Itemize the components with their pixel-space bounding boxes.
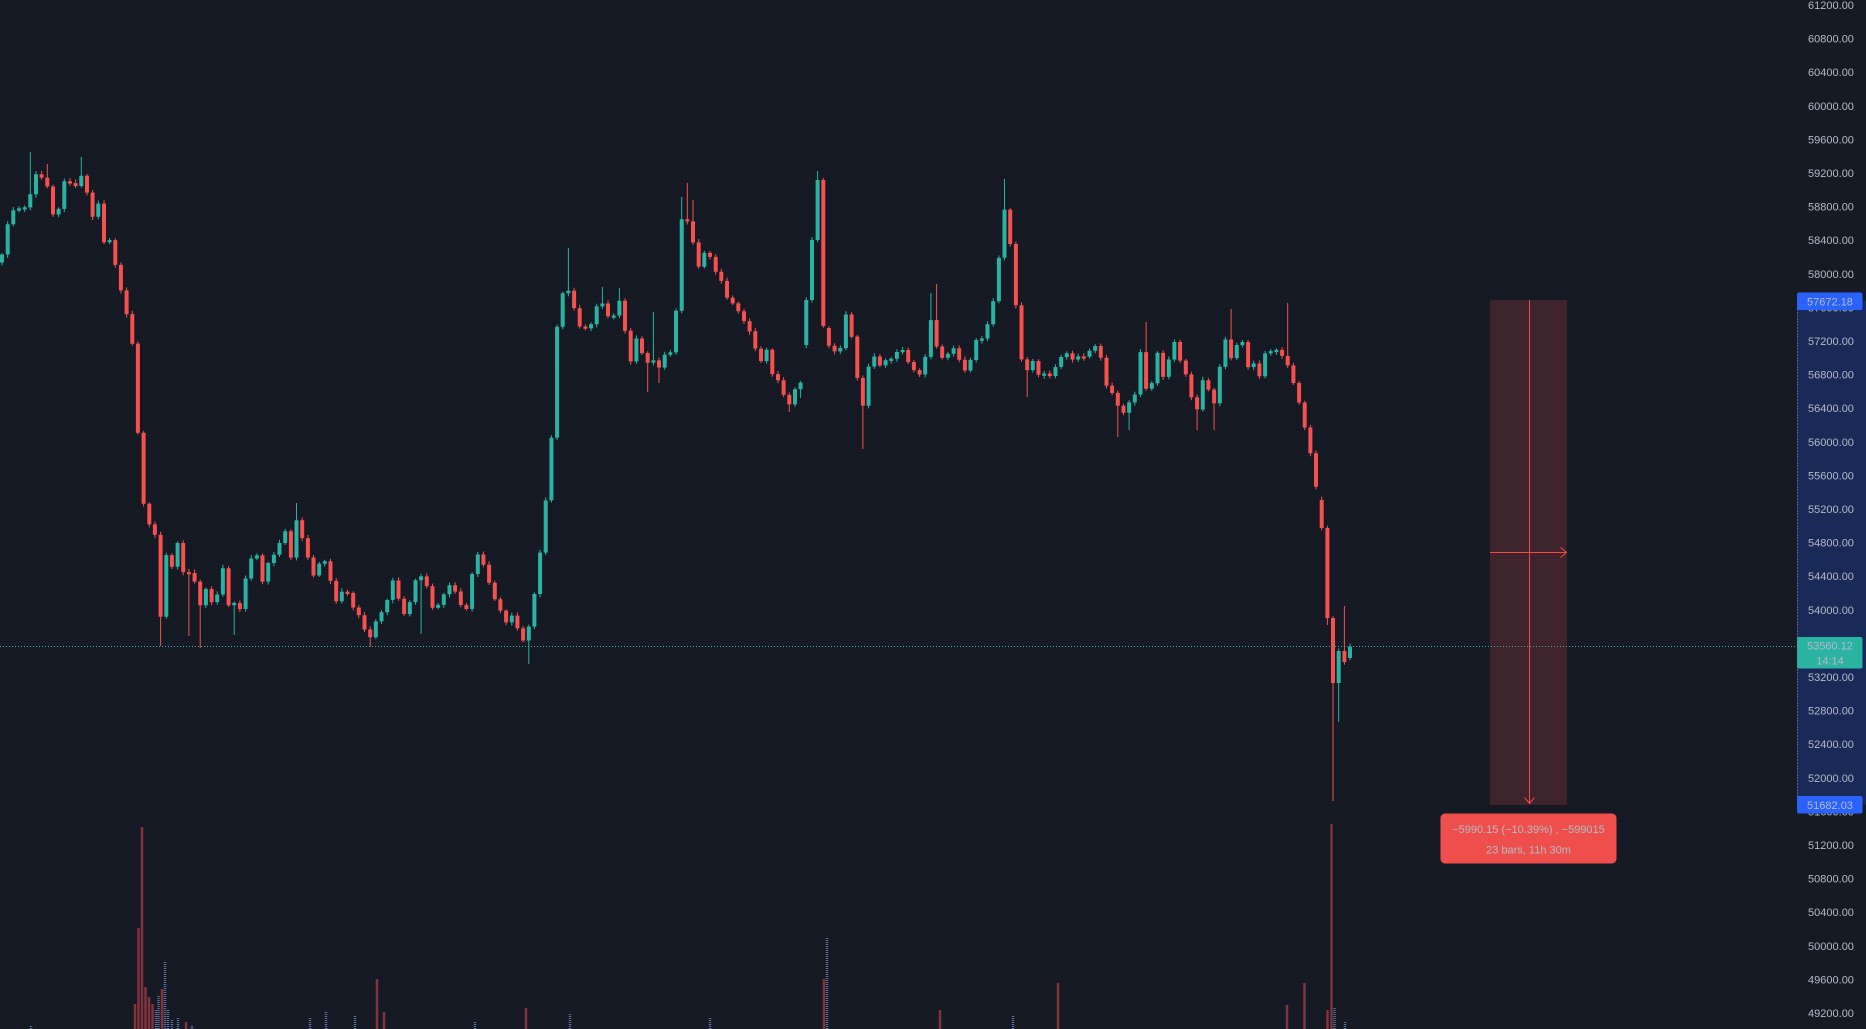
svg-text:55200.00: 55200.00 — [1808, 504, 1854, 516]
svg-text:14:14: 14:14 — [1816, 656, 1844, 668]
svg-text:54000.00: 54000.00 — [1808, 605, 1854, 617]
svg-text:53200.00: 53200.00 — [1808, 672, 1854, 684]
svg-text:50800.00: 50800.00 — [1808, 874, 1854, 886]
svg-text:53560.12: 53560.12 — [1807, 641, 1853, 653]
svg-text:−5990.15 (−10.39%) , −599015: −5990.15 (−10.39%) , −599015 — [1452, 824, 1605, 836]
svg-text:60800.00: 60800.00 — [1808, 34, 1854, 46]
svg-text:56400.00: 56400.00 — [1808, 403, 1854, 415]
svg-text:51682.03: 51682.03 — [1807, 800, 1853, 812]
svg-text:56800.00: 56800.00 — [1808, 370, 1854, 382]
svg-text:54400.00: 54400.00 — [1808, 571, 1854, 583]
svg-text:56000.00: 56000.00 — [1808, 437, 1854, 449]
svg-text:57672.18: 57672.18 — [1807, 297, 1853, 309]
svg-text:60000.00: 60000.00 — [1808, 101, 1854, 113]
svg-text:52400.00: 52400.00 — [1808, 739, 1854, 751]
svg-text:60400.00: 60400.00 — [1808, 67, 1854, 79]
svg-text:61200.00: 61200.00 — [1808, 0, 1854, 12]
svg-text:54800.00: 54800.00 — [1808, 538, 1854, 550]
svg-text:52000.00: 52000.00 — [1808, 773, 1854, 785]
svg-text:52800.00: 52800.00 — [1808, 706, 1854, 718]
svg-text:57200.00: 57200.00 — [1808, 336, 1854, 348]
svg-text:55600.00: 55600.00 — [1808, 470, 1854, 482]
svg-text:51200.00: 51200.00 — [1808, 840, 1854, 852]
svg-text:49600.00: 49600.00 — [1808, 974, 1854, 986]
svg-text:59600.00: 59600.00 — [1808, 134, 1854, 146]
svg-text:58400.00: 58400.00 — [1808, 235, 1854, 247]
svg-text:49200.00: 49200.00 — [1808, 1008, 1854, 1020]
svg-text:23 bars, 11h 30m: 23 bars, 11h 30m — [1486, 845, 1571, 857]
svg-text:58000.00: 58000.00 — [1808, 269, 1854, 281]
svg-text:50400.00: 50400.00 — [1808, 907, 1854, 919]
svg-text:59200.00: 59200.00 — [1808, 168, 1854, 180]
svg-text:50000.00: 50000.00 — [1808, 941, 1854, 953]
svg-text:58800.00: 58800.00 — [1808, 202, 1854, 214]
